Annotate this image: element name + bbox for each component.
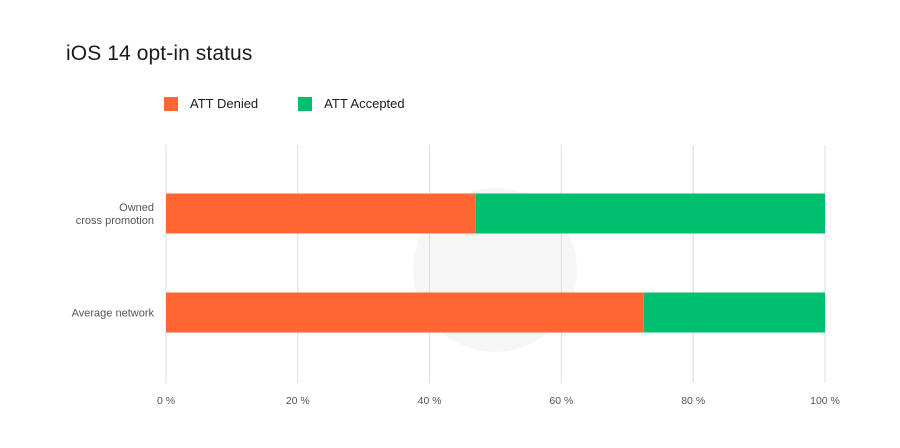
bars xyxy=(166,193,825,333)
category-label-0-0: Owned xyxy=(119,202,154,214)
x-tick-labels: 0 % 20 % 40 % 60 % 80 % 100 % xyxy=(157,395,840,407)
x-tick-label-80: 80 % xyxy=(681,395,705,407)
bar-average-network-att-accepted xyxy=(643,292,825,333)
bar-owned-cross-promotion-att-accepted xyxy=(475,193,825,234)
legend-label-att-accepted: ATT Accepted xyxy=(324,96,405,111)
chart-title: iOS 14 opt-in status xyxy=(66,42,253,65)
legend-swatch-att-denied xyxy=(164,96,178,111)
legend-label-att-denied: ATT Denied xyxy=(190,96,259,111)
legend-item-att-denied: ATT Denied xyxy=(164,96,258,111)
gridlines xyxy=(165,145,826,383)
legend-swatch-att-accepted xyxy=(298,96,313,111)
legend-item-att-accepted: ATT Accepted xyxy=(298,96,405,111)
legend: ATT Denied ATT Accepted xyxy=(164,96,445,111)
bar-owned-cross-promotion-att-denied xyxy=(166,193,476,234)
x-tick-label-40: 40 % xyxy=(418,395,442,407)
x-tick-label-60: 60 % xyxy=(549,395,573,407)
x-tick-label-0: 0 % xyxy=(157,395,175,407)
category-label-1-0: Average network xyxy=(72,308,155,320)
x-tick-label-20: 20 % xyxy=(286,395,310,407)
bar-average-network-att-denied xyxy=(166,292,644,333)
category-label-0-1: cross promotion xyxy=(76,215,154,227)
x-tick-label-100: 100 % xyxy=(810,395,840,407)
